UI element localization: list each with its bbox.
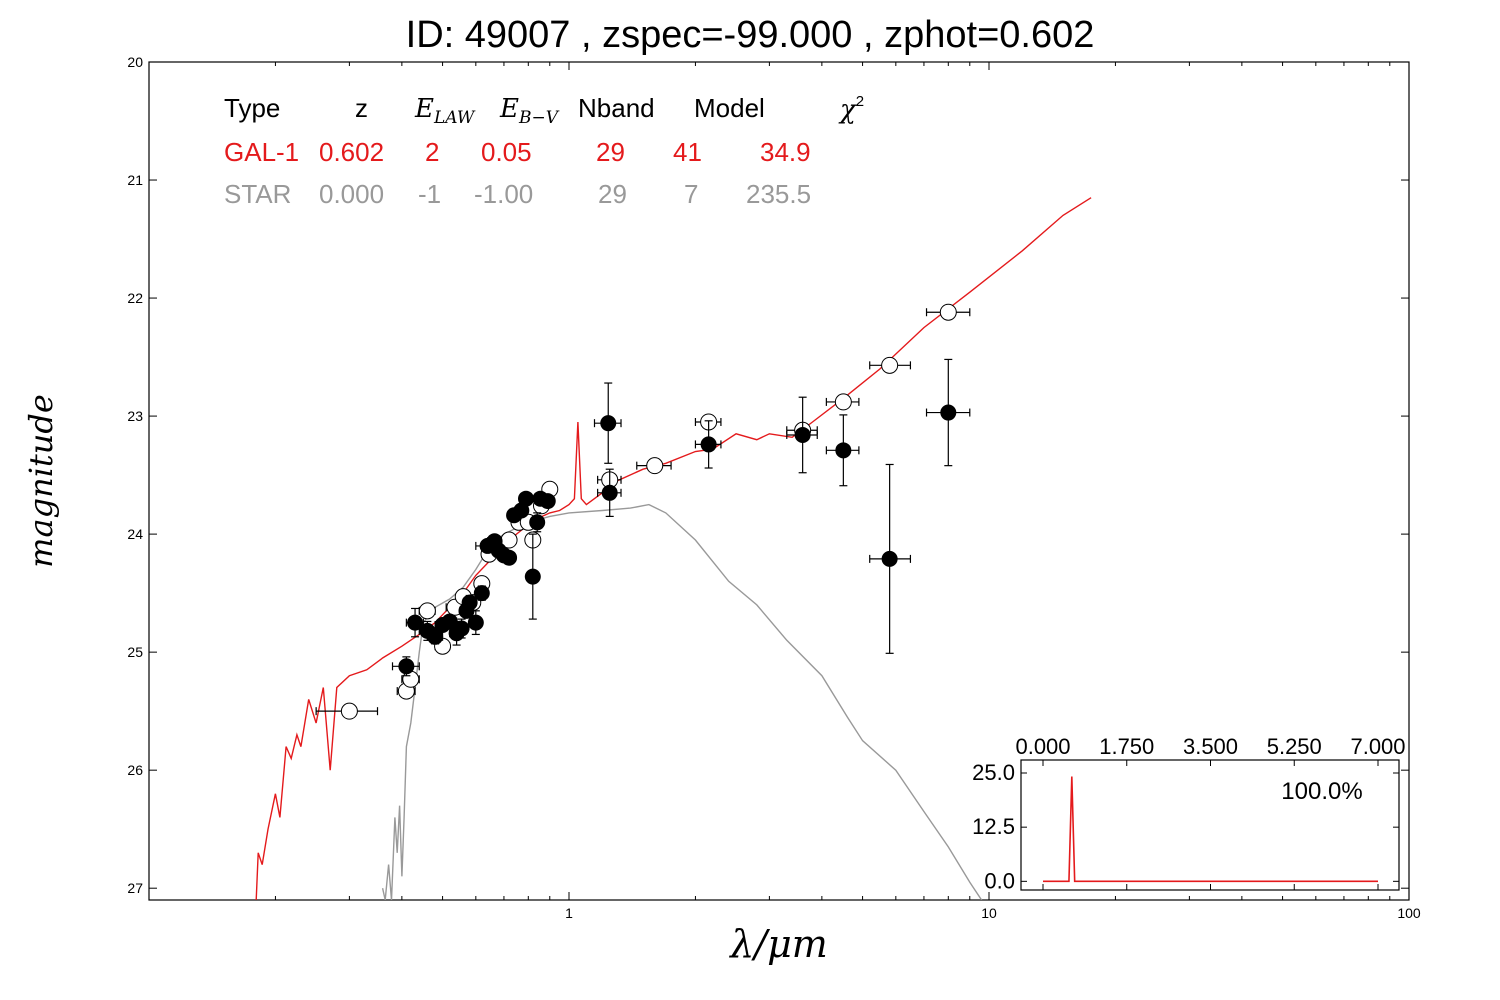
star-type: STAR [224, 179, 292, 209]
star-ebv: -1.00 [474, 179, 534, 209]
header-z: z [355, 93, 368, 123]
measured-point [835, 442, 852, 459]
measured-point [501, 549, 518, 566]
measured-point [794, 426, 811, 443]
star-chi2: 235.5 [746, 179, 812, 209]
measured-point [529, 514, 546, 531]
inset-x-tick-label: 0.000 [1015, 734, 1070, 759]
gal-elaw: 2 [425, 137, 440, 167]
model-point [646, 457, 664, 475]
measured-point [524, 568, 541, 585]
x-axis-label: λ/μm [728, 922, 828, 966]
measured-point [539, 493, 556, 510]
model-point [418, 602, 436, 620]
header-elaw: ELAW [415, 94, 475, 128]
x-tick-label: 100 [1397, 905, 1421, 921]
measured-point [427, 628, 444, 645]
measured-point [881, 550, 898, 567]
star-elaw: -1 [418, 179, 442, 209]
header-chi2: χ2 [840, 93, 865, 125]
x-tick-label: 1 [565, 905, 573, 921]
y-tick-label: 24 [127, 526, 143, 542]
inset-y-tick-label: 25.0 [972, 760, 1015, 785]
y-tick-label: 22 [127, 290, 143, 306]
gal-type: GAL-1 [224, 137, 300, 167]
x-tick-label: 10 [981, 905, 997, 921]
inset-pdz-line [1043, 776, 1378, 883]
model-point [939, 303, 957, 321]
inset-y-tick-label: 12.5 [972, 814, 1015, 839]
measured-point [518, 490, 535, 507]
model-point [834, 393, 852, 411]
measured-point [453, 620, 470, 637]
gal-z: 0.602 [319, 137, 385, 167]
y-tick-label: 20 [127, 54, 143, 70]
header-ebv: EB−V [500, 94, 558, 128]
inset-x-tick-label: 5.250 [1267, 734, 1322, 759]
measured-point [600, 415, 617, 432]
gal-nband: 29 [596, 137, 625, 167]
series-line-gal-1 [255, 197, 1092, 900]
inset-probability-label: 100.0% [1281, 778, 1362, 805]
chart-title: ID: 49007 , zspec=-99.000 , zphot=0.602 [405, 14, 1095, 56]
measured-point [700, 436, 717, 453]
header-type: Type [224, 93, 281, 123]
inset-y-tick-label: 0.0 [984, 868, 1015, 893]
inset-x-tick-label: 7.000 [1350, 734, 1405, 759]
inset-frame [1020, 759, 1400, 891]
measured-point [940, 404, 957, 421]
gal-chi2: 34.9 [760, 137, 811, 167]
plot-frame [148, 61, 1410, 901]
model-point [881, 356, 899, 374]
header-model: Model [694, 93, 765, 123]
measured-point [473, 585, 490, 602]
star-model: 7 [684, 179, 699, 209]
star-nband: 29 [598, 179, 627, 209]
y-tick-label: 25 [127, 644, 143, 660]
measured-point [461, 594, 478, 611]
measured-point [407, 614, 424, 631]
model-point [340, 702, 358, 720]
measured-point [467, 614, 484, 631]
y-tick-label: 23 [127, 408, 143, 424]
header-nband: Nband [578, 93, 655, 123]
y-tick-label: 26 [127, 762, 143, 778]
gal-ebv: 0.05 [481, 137, 532, 167]
inset-x-tick-label: 1.750 [1099, 734, 1154, 759]
y-tick-label: 21 [127, 172, 143, 188]
star-z: 0.000 [319, 179, 385, 209]
gal-model: 41 [673, 137, 702, 167]
measured-point [398, 658, 415, 675]
inset-x-tick-label: 3.500 [1183, 734, 1238, 759]
y-tick-label: 27 [127, 880, 143, 896]
y-axis-label: magnitude [22, 394, 60, 568]
measured-point [601, 484, 618, 501]
